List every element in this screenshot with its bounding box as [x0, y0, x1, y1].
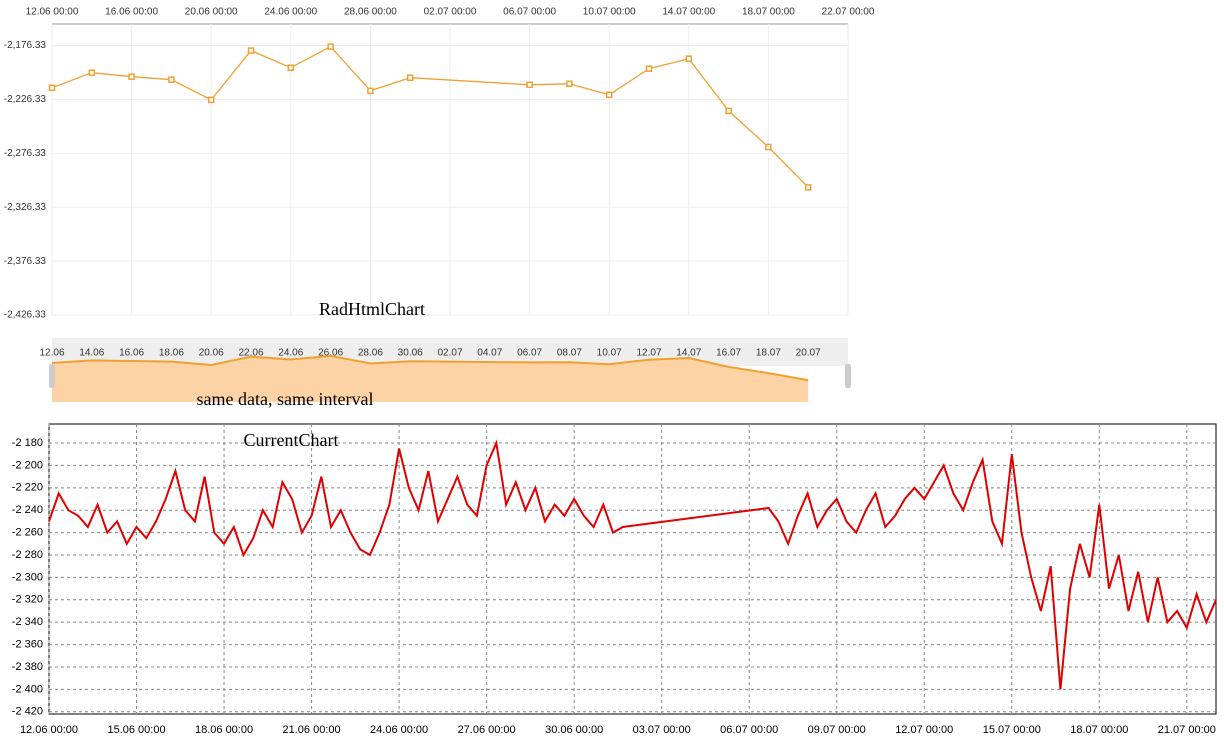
chart-annotation: CurrentChart — [244, 430, 339, 450]
y-tick-label: -2 340 — [12, 616, 43, 628]
x-tick-label: 10.07 00:00 — [583, 7, 636, 18]
point-marker — [685, 55, 693, 62]
navigator-tick-label: 30.06 — [398, 348, 423, 359]
navigator-tick-label: 20.07 — [796, 348, 821, 359]
point-marker — [128, 73, 135, 80]
navigator-tick-label: 14.06 — [79, 348, 104, 359]
y-tick-label: -2 400 — [12, 683, 43, 695]
x-tick-label: 27.06 00:00 — [458, 724, 516, 736]
data-line — [51, 45, 809, 188]
y-tick-label: -2 300 — [12, 571, 43, 583]
point-marker — [247, 47, 255, 54]
navigator-tick-label: 12.06 — [39, 348, 64, 359]
y-tick-label: -2,276.33 — [4, 148, 47, 159]
navigator-tick-label: 26.06 — [318, 348, 343, 359]
x-tick-label: 02.07 00:00 — [424, 7, 477, 18]
navigator-tick-label: 02.07 — [437, 348, 462, 359]
x-tick-label: 22.07 00:00 — [822, 7, 875, 18]
navigator-tick-label: 16.06 — [119, 348, 144, 359]
point-marker — [406, 74, 414, 81]
x-tick-label: 18.07 00:00 — [1070, 724, 1128, 736]
point-marker — [566, 80, 573, 88]
navigator-tick-label: 16.07 — [716, 348, 741, 359]
point-marker — [367, 87, 374, 95]
x-tick-label: 15.07 00:00 — [983, 724, 1041, 736]
point-marker — [765, 143, 772, 151]
navigator-area — [52, 355, 809, 402]
navigator-handle[interactable] — [49, 364, 55, 388]
x-tick-label: 15.06 00:00 — [107, 724, 165, 736]
point-marker — [168, 76, 175, 83]
point-marker — [327, 43, 334, 50]
x-tick-label: 21.06 00:00 — [283, 724, 341, 736]
x-tick-label: 14.07 00:00 — [662, 7, 715, 18]
x-tick-label: 09.07 00:00 — [808, 724, 866, 736]
x-tick-label: 18.07 00:00 — [742, 7, 795, 18]
y-tick-label: -2 420 — [12, 706, 43, 718]
y-tick-label: -2 260 — [12, 527, 43, 539]
navigator-tick-label: 18.06 — [159, 348, 184, 359]
chart-annotation: RadHtmlChart — [319, 299, 425, 319]
y-tick-label: -2 180 — [12, 437, 43, 449]
navigator-line — [51, 354, 809, 382]
navigator-handle[interactable] — [845, 364, 851, 388]
x-tick-label: 06.07 00:00 — [503, 7, 556, 18]
point-marker — [48, 84, 56, 92]
navigator-tick-label: 24.06 — [278, 348, 303, 359]
x-tick-label: 21.07 00:00 — [1158, 724, 1216, 736]
navigator-tick-label: 18.07 — [756, 348, 781, 359]
point-marker — [725, 107, 732, 115]
x-tick-label: 24.06 00:00 — [264, 7, 317, 18]
point-marker — [88, 69, 96, 76]
y-tick-label: -2 280 — [12, 549, 43, 561]
point-marker — [804, 184, 812, 191]
x-tick-label: 20.06 00:00 — [185, 7, 238, 18]
x-tick-label: 12.07 00:00 — [895, 724, 953, 736]
y-tick-label: -2 240 — [12, 504, 43, 516]
navigator-tick-label: 10.07 — [597, 348, 622, 359]
y-tick-label: -2,326.33 — [4, 202, 47, 213]
x-tick-label: 18.06 00:00 — [195, 724, 253, 736]
x-tick-label: 12.06 00:00 — [20, 724, 78, 736]
navigator-tick-label: 28.06 — [358, 348, 383, 359]
navigator-tick-label: 22.06 — [238, 348, 263, 359]
navigator-tick-label: 06.07 — [517, 348, 542, 359]
x-tick-label: 28.06 00:00 — [344, 7, 397, 18]
y-tick-label: -2 380 — [12, 661, 43, 673]
navigator-tick-label: 12.07 — [636, 348, 661, 359]
y-tick-label: -2 320 — [12, 594, 43, 606]
x-tick-label: 06.07 00:00 — [720, 724, 778, 736]
point-marker — [645, 65, 653, 72]
point-marker — [526, 81, 533, 89]
x-tick-label: 12.06 00:00 — [26, 7, 79, 18]
point-marker — [207, 96, 215, 104]
y-tick-label: -2,176.33 — [4, 40, 47, 51]
navigator-tick-label: 08.07 — [557, 348, 582, 359]
navigator-tick-label: 14.07 — [676, 348, 701, 359]
point-marker — [605, 91, 613, 99]
x-tick-label: 24.06 00:00 — [370, 724, 428, 736]
x-tick-label: 03.07 00:00 — [633, 724, 691, 736]
navigator-tick-label: 20.06 — [199, 348, 224, 359]
y-tick-label: -2,376.33 — [4, 256, 47, 267]
data-line — [48, 439, 1217, 690]
x-tick-label: 30.06 00:00 — [545, 724, 603, 736]
x-tick-label: 16.06 00:00 — [105, 7, 158, 18]
y-tick-label: -2,226.33 — [4, 94, 47, 105]
y-tick-label: -2 360 — [12, 638, 43, 650]
navigator-caption: same data, same interval — [197, 389, 374, 409]
navigator-tick-label: 04.07 — [477, 348, 502, 359]
y-tick-label: -2,426.33 — [4, 310, 47, 321]
y-tick-label: -2 220 — [12, 482, 43, 494]
point-marker — [287, 64, 295, 71]
y-tick-label: -2 200 — [12, 459, 43, 471]
